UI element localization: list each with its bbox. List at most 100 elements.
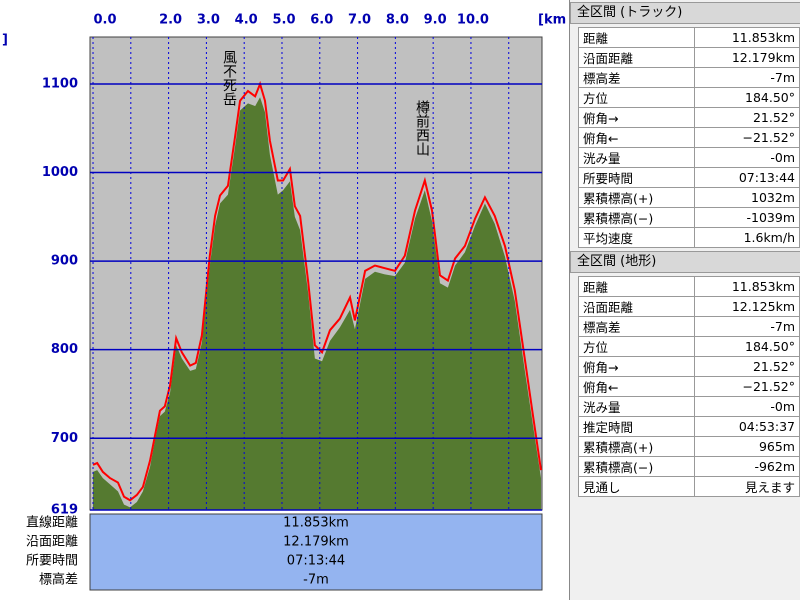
x-tick-label: 2.0: [159, 13, 182, 28]
info-label: 洸み量: [578, 396, 695, 417]
summary-value: 07:13:44: [287, 554, 345, 569]
y-tick-label: 1000: [42, 165, 78, 180]
info-label: 俯角←: [578, 127, 695, 148]
annotation: 風不死岳: [221, 50, 237, 106]
info-label: 俯角→: [578, 107, 695, 128]
info-row: 距離 11.853km: [578, 276, 800, 297]
panel-header: 全区間 (地形): [570, 251, 800, 273]
info-row: 洸み量 -0m: [578, 147, 800, 168]
info-value: 965m: [693, 436, 800, 457]
summary-label: 沿面距離: [26, 535, 78, 550]
info-row: 洸み量 -0m: [578, 396, 800, 417]
info-value: -1039m: [693, 207, 800, 228]
info-label: 沿面距離: [578, 47, 695, 68]
info-value: 21.52°: [693, 107, 800, 128]
info-row: 平均速度 1.6km/h: [578, 227, 800, 248]
info-value: -7m: [693, 67, 800, 88]
info-label: 累積標高(−): [578, 207, 695, 228]
info-row: 距離 11.853km: [578, 27, 800, 48]
info-value: 11.853km: [693, 276, 800, 297]
info-row: 俯角← −21.52°: [578, 376, 800, 397]
info-value: −21.52°: [693, 127, 800, 148]
x-tick-label: 10.0: [457, 13, 489, 28]
info-label: 俯角→: [578, 356, 695, 377]
info-value: 11.853km: [693, 27, 800, 48]
x-tick-label: 4.0: [235, 13, 258, 28]
y-label: ]: [2, 33, 8, 48]
info-row: 累積標高(−) -1039m: [578, 207, 800, 228]
info-row: 累積標高(+) 965m: [578, 436, 800, 457]
chart: ] [km] 619 700 800 900 1000 1100 0.0 2.0 3.0 4.0 5…: [2, 13, 566, 591]
info-row: 方位 184.50°: [578, 87, 800, 108]
info-label: 俯角←: [578, 376, 695, 397]
info-value: -0m: [693, 147, 800, 168]
info-row: 累積標高(−) -962m: [578, 456, 800, 477]
y-tick-label: 800: [51, 342, 78, 357]
info-label: 累積標高(+): [578, 436, 695, 457]
info-value: -0m: [693, 396, 800, 417]
info-label: 方位: [578, 87, 695, 108]
info-row: 所要時間 07:13:44: [578, 167, 800, 188]
summary-box: [89, 513, 543, 591]
info-label: 距離: [578, 276, 695, 297]
annotation: 樽前西山: [414, 100, 430, 156]
info-table: 距離 11.853km 沿面距離 12.179km 標高差 -7m 方位 184.50° 俯角→…: [578, 27, 800, 248]
info-value: 1032m: [693, 187, 800, 208]
info-row: 俯角← −21.52°: [578, 127, 800, 148]
info-value: 184.50°: [693, 87, 800, 108]
info-value: 12.179km: [693, 47, 800, 68]
track-line: [92, 80, 542, 502]
info-row: 俯角→ 21.52°: [578, 356, 800, 377]
info-label: 見通し: [578, 476, 695, 497]
info-value: 07:13:44: [693, 167, 800, 188]
info-row: 俯角→ 21.52°: [578, 107, 800, 128]
x-label: [km]: [538, 13, 566, 28]
y-tick-label: 1100: [42, 76, 78, 91]
x-tick-label: 7.0: [348, 13, 371, 28]
info-label: 累積標高(+): [578, 187, 695, 208]
y-tick-label: 700: [51, 431, 78, 446]
summary-value: -7m: [303, 573, 329, 588]
info-row: 方位 184.50°: [578, 336, 800, 357]
x-tick-label: 6.0: [310, 13, 333, 28]
info-value: −21.52°: [693, 376, 800, 397]
x-tick-label: 3.0: [197, 13, 220, 28]
info-value: 1.6km/h: [693, 227, 800, 248]
info-value: 21.52°: [693, 356, 800, 377]
summary-label: 所要時間: [26, 554, 78, 569]
terrain-area: [93, 97, 541, 510]
info-label: 平均速度: [578, 227, 695, 248]
info-label: 累積標高(−): [578, 456, 695, 477]
summary-value: 11.853km: [283, 516, 349, 531]
info-label: 推定時間: [578, 416, 695, 437]
info-value: 184.50°: [693, 336, 800, 357]
x-tick-label: 5.0: [272, 13, 295, 28]
info-value: 12.125km: [693, 296, 800, 317]
x-tick-label: 8.0: [386, 13, 409, 28]
y-tick-label: 900: [51, 254, 78, 269]
info-value: 見えます: [693, 476, 800, 497]
info-value: 04:53:37: [693, 416, 800, 437]
info-row: 累積標高(+) 1032m: [578, 187, 800, 208]
info-row: 推定時間 04:53:37: [578, 416, 800, 437]
y-tick-label: 619: [51, 503, 78, 518]
info-label: 距離: [578, 27, 695, 48]
summary-value: 12.179km: [283, 535, 349, 550]
info-label: 洸み量: [578, 147, 695, 168]
info-row: 標高差 -7m: [578, 316, 800, 337]
info-label: 所要時間: [578, 167, 695, 188]
x-tick-label: 0.0: [94, 13, 117, 28]
info-label: 沿面距離: [578, 296, 695, 317]
info-value: -7m: [693, 316, 800, 337]
info-row: 沿面距離 12.179km: [578, 47, 800, 68]
info-panel: 全区間 (トラック) 距離 11.853km 沿面距離 12.179km 標高差 -7m 方位…: [569, 0, 800, 600]
info-row: 沿面距離 12.125km: [578, 296, 800, 317]
summary-label: 直線距離: [26, 515, 78, 531]
info-table: 距離 11.853km 沿面距離 12.125km 標高差 -7m 方位 184.50° 俯角→…: [578, 276, 800, 497]
info-row: 標高差 -7m: [578, 67, 800, 88]
x-tick-label: 9.0: [424, 13, 447, 28]
info-label: 標高差: [578, 316, 695, 337]
info-value: -962m: [693, 456, 800, 477]
info-label: 方位: [578, 336, 695, 357]
summary-label: 標高差: [39, 572, 78, 588]
